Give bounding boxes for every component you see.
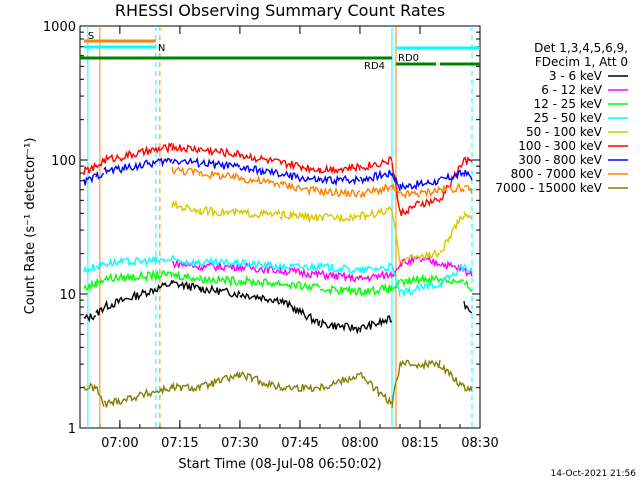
series-line xyxy=(171,199,473,264)
legend-entry-label: 25 - 50 keV xyxy=(534,111,603,125)
series-line xyxy=(171,166,473,200)
legend-entry-label: 6 - 12 keV xyxy=(541,83,603,97)
x-tick-label: 08:30 xyxy=(461,436,498,451)
x-tick-label: 07:45 xyxy=(281,436,318,451)
flag-bar-label: N xyxy=(158,43,165,54)
series-group xyxy=(83,141,473,408)
legend-entry-label: 7000 - 15000 keV xyxy=(495,181,602,195)
series-line xyxy=(83,156,473,191)
legend-entry-label: 50 - 100 keV xyxy=(526,125,603,139)
flag-bar-label: RD4 xyxy=(364,61,385,72)
series-line xyxy=(83,358,473,408)
series-line xyxy=(83,141,473,216)
flag-bar-label: RD0 xyxy=(398,53,419,64)
footer-timestamp: 14-Oct-2021 21:56 xyxy=(551,469,637,479)
x-tick-label: 07:00 xyxy=(101,436,138,451)
y-axis-label: Count Rate (s⁻¹ detector⁻¹) xyxy=(23,138,38,315)
legend-header: Det 1,3,4,5,6,9, xyxy=(534,41,628,55)
legend-entry-label: 3 - 6 keV xyxy=(549,69,603,83)
series-line xyxy=(83,269,473,297)
x-tick-label: 07:30 xyxy=(221,436,258,451)
legend-entry-label: 100 - 300 keV xyxy=(518,139,602,153)
series-line xyxy=(83,254,473,298)
legend-entry-label: 800 - 7000 keV xyxy=(511,167,603,181)
plot-frame xyxy=(79,25,481,429)
plot-area: 1 10 100 1000 07:00 07:15 07:30 07:45 08:00 08:15… xyxy=(43,20,499,451)
series-line xyxy=(83,279,473,335)
y-tick-label: 100 xyxy=(51,154,76,169)
x-tick-label: 07:15 xyxy=(161,436,198,451)
y-tick-label: 10 xyxy=(59,288,76,303)
legend-header: FDecim 1, Att 0 xyxy=(535,55,628,69)
x-tick-label: 08:00 xyxy=(341,436,378,451)
chart-title: RHESSI Observing Summary Count Rates xyxy=(115,1,445,20)
legend-entry-label: 12 - 25 keV xyxy=(534,97,603,111)
series-line xyxy=(171,254,473,283)
x-tick-label: 08:15 xyxy=(401,436,438,451)
flag-bar-label: S xyxy=(88,31,94,42)
y-tick-label: 1 xyxy=(68,422,76,437)
x-axis-label: Start Time (08-Jul-08 06:50:02) xyxy=(178,457,381,472)
legend: Det 1,3,4,5,6,9,FDecim 1, Att 03 - 6 keV… xyxy=(495,41,628,195)
legend-entry-label: 300 - 800 keV xyxy=(518,153,602,167)
y-tick-label: 1000 xyxy=(43,20,76,35)
